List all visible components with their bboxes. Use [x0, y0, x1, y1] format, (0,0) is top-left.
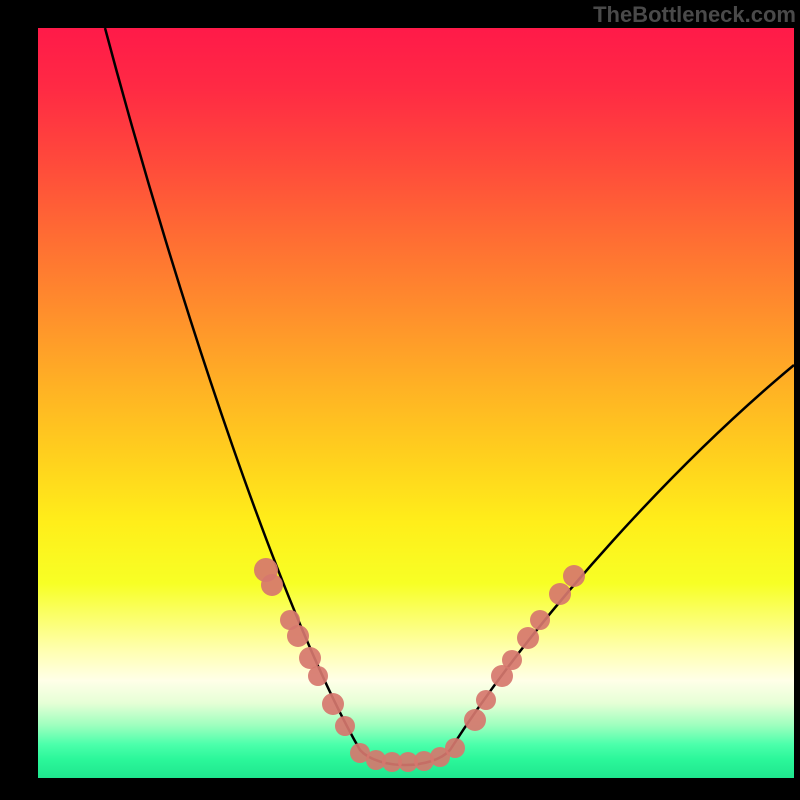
curve-marker — [502, 650, 522, 670]
curve-marker — [563, 565, 585, 587]
curve-marker — [530, 610, 550, 630]
curve-marker — [335, 716, 355, 736]
curve-marker — [464, 709, 486, 731]
curve-marker — [517, 627, 539, 649]
chart-plot-area — [38, 28, 794, 778]
curve-marker — [476, 690, 496, 710]
curve-marker — [549, 583, 571, 605]
curve-marker — [261, 574, 283, 596]
bottleneck-chart: TheBottleneck.com — [0, 0, 800, 800]
curve-marker — [308, 666, 328, 686]
curve-marker — [445, 738, 465, 758]
watermark-text: TheBottleneck.com — [593, 2, 796, 27]
curve-marker — [287, 625, 309, 647]
curve-marker — [322, 693, 344, 715]
curve-marker — [299, 647, 321, 669]
